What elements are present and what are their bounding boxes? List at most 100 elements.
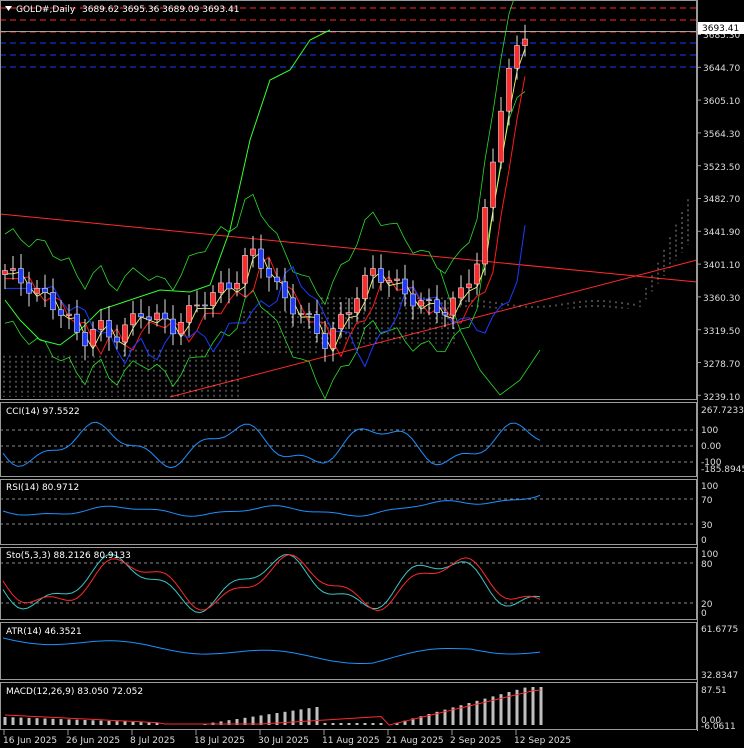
macd-bar	[11, 717, 15, 725]
pane-border	[0, 402, 697, 477]
candle-body	[506, 67, 512, 112]
candle-body	[514, 45, 520, 69]
atr-axis-tick: 32.8347	[701, 671, 738, 681]
macd-bar	[67, 719, 71, 725]
candle-body	[458, 287, 464, 299]
candle-body	[170, 318, 176, 335]
cci-axis-tick: -100	[701, 458, 722, 468]
kijun-line	[5, 225, 526, 368]
candle-body	[58, 309, 64, 316]
price-tick: 3360.30	[703, 294, 740, 304]
price-tick: 3441.90	[703, 228, 740, 238]
symbol-label: GOLD#,Daily	[16, 5, 76, 15]
rsi-line	[2, 494, 541, 517]
sto-axis-tick: 100	[701, 550, 718, 560]
current-price-value: 3693.41	[702, 24, 739, 34]
candle-body	[434, 299, 440, 313]
candle-body	[242, 255, 248, 284]
sto-axis-tick: 20	[701, 600, 713, 610]
macd-axis-tick: 0.00	[701, 716, 721, 726]
candle-body	[210, 292, 216, 306]
macd-bar	[531, 687, 535, 725]
price-pane[interactable]	[0, 0, 698, 400]
sto-axis-tick: 80	[701, 560, 713, 570]
macd-bar	[27, 717, 31, 725]
macd-axis-tick: 87.51	[701, 686, 727, 696]
macd-bar	[91, 720, 95, 725]
price-tick: 3564.30	[703, 130, 740, 140]
collapse-triangle-icon[interactable]	[5, 6, 12, 11]
candle-body	[474, 263, 480, 285]
macd-bar	[339, 723, 343, 725]
macd-bar	[259, 715, 263, 725]
rsi-axis-tick: 30	[701, 521, 713, 531]
sto-label: Sto(5,3,3) 88.2126 80.9133	[6, 551, 131, 561]
candle-body	[162, 312, 168, 320]
macd-bar	[107, 720, 111, 725]
price-tick: 3605.10	[703, 97, 740, 107]
candle-body	[410, 293, 416, 307]
candle-body	[2, 270, 8, 275]
candle-body	[34, 288, 40, 294]
macd-bar	[139, 722, 143, 725]
candle-body	[522, 38, 528, 46]
bollinger-lower	[4, 91, 526, 400]
price-tick: 3278.70	[703, 360, 740, 370]
macd-bar	[43, 718, 47, 725]
pane-border	[0, 0, 697, 400]
cci-axis-tick: -185.8945	[701, 465, 744, 475]
candle-body	[42, 288, 48, 293]
candle-body	[106, 320, 112, 338]
candle-body	[498, 110, 504, 163]
candle-body	[50, 292, 56, 311]
trendline-up	[169, 259, 698, 398]
macd-bar	[123, 721, 127, 725]
rsi-axis-tick: 70	[701, 496, 713, 506]
macd-bar	[59, 719, 63, 725]
macd-bar	[131, 721, 135, 725]
candle-body	[130, 313, 136, 326]
time-tick: 16 Jun 2025	[3, 736, 57, 746]
time-tick: 21 Aug 2025	[386, 736, 444, 746]
macd-bar	[427, 714, 431, 725]
candle-body	[394, 278, 400, 281]
candle-body	[282, 281, 288, 299]
time-tick: 8 Jul 2025	[130, 736, 175, 746]
candle-body	[490, 161, 496, 208]
sto-axis-tick: 0	[701, 609, 707, 619]
current-price-tag: 3693.41	[698, 22, 744, 34]
price-tick: 3482.70	[703, 195, 740, 205]
price-tick: 3523.50	[703, 163, 740, 173]
pane-border	[0, 682, 697, 730]
macd-bar	[323, 723, 327, 725]
candle-body	[362, 274, 368, 299]
price-tick: 3401.10	[703, 261, 740, 271]
candle-body	[186, 305, 192, 323]
macd-histogram	[3, 687, 543, 725]
price-tick: 3644.70	[703, 64, 740, 74]
macd-axis-tick: -6.0611	[701, 722, 736, 732]
pane-frames	[0, 0, 698, 731]
macd-bar	[419, 716, 423, 725]
candle-body	[218, 282, 224, 293]
indicator-panes[interactable]	[0, 421, 697, 726]
price-axis	[697, 34, 701, 396]
macd-bar	[275, 713, 279, 725]
candle-body	[114, 336, 120, 343]
macd-bar	[307, 708, 311, 725]
macd-bar	[291, 710, 295, 725]
cci-label: CCI(14) 97.5522	[6, 407, 80, 417]
candle-body	[354, 298, 360, 313]
candle-body	[450, 297, 456, 316]
macd-bar	[283, 711, 287, 725]
macd-bar	[411, 718, 415, 725]
candle-body	[146, 316, 152, 321]
macd-bar	[219, 721, 223, 725]
macd-bar	[299, 709, 303, 725]
macd-bar	[507, 692, 511, 725]
candle-body	[66, 313, 72, 316]
rsi-axis-tick: 100	[701, 482, 718, 492]
macd-bar	[515, 689, 519, 725]
time-tick: 2 Sep 2025	[450, 736, 501, 746]
